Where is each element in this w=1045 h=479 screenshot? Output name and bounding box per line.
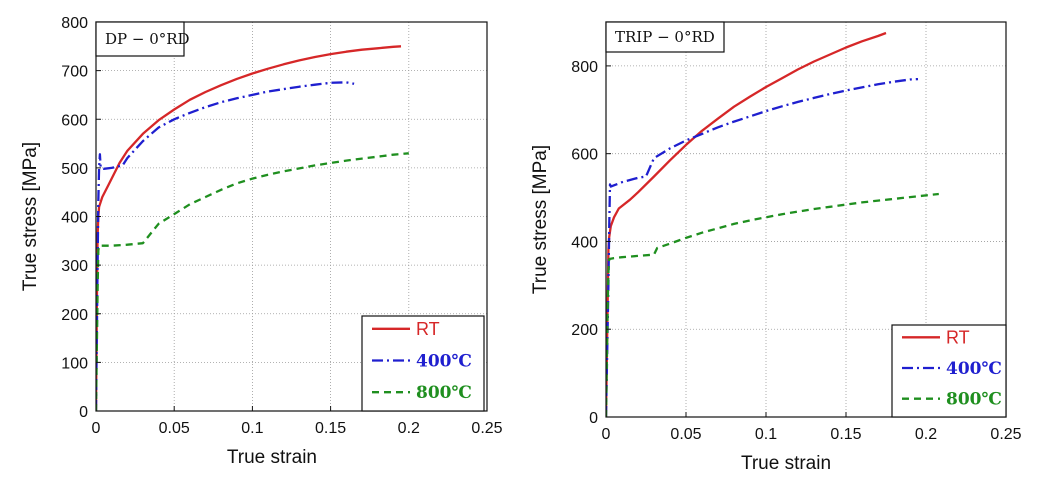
x-tick-label: 0.15 — [830, 426, 861, 443]
y-tick-label: 500 — [61, 161, 88, 178]
series-line-2 — [96, 81, 355, 411]
series-line-1 — [606, 31, 887, 417]
y-tick-label: 0 — [589, 410, 598, 427]
y-axis-label: True stress [MPa] — [530, 145, 551, 294]
y-tick-label: 300 — [61, 258, 88, 275]
legend-label-3: 800℃ — [416, 383, 472, 403]
x-tick-label: 0.05 — [670, 426, 701, 443]
series-line-3 — [96, 152, 409, 411]
x-tick-label: 0.2 — [915, 426, 937, 443]
y-tick-label: 600 — [571, 147, 598, 164]
annotation-label: DP − 0°RD — [105, 30, 190, 48]
x-tick-label: 0 — [92, 420, 101, 437]
y-tick-label: 0 — [79, 404, 88, 421]
x-tick-label: 0.1 — [755, 426, 777, 443]
annotation-box — [95, 21, 185, 57]
x-tick-label: 0.25 — [471, 420, 502, 437]
x-tick-label: 0.1 — [241, 420, 263, 437]
annotation-label: TRIP − 0°RD — [615, 28, 715, 46]
legend-label-3: 800℃ — [946, 390, 1002, 410]
y-tick-label: 600 — [61, 112, 88, 129]
x-tick-label: 0.15 — [315, 420, 346, 437]
chart-panel-2: 0 0.05 0.1 0.15 0.2 0.25 0 200 400 600 800 True str… — [530, 21, 1022, 474]
x-tick-label: 0.25 — [990, 426, 1021, 443]
legend-label-2: 400℃ — [416, 352, 472, 372]
y-tick-label: 700 — [61, 64, 88, 81]
y-tick-label: 100 — [61, 355, 88, 372]
y-tick-label: 200 — [571, 322, 598, 339]
x-axis-label: True strain — [741, 453, 831, 474]
y-tick-label: 400 — [61, 210, 88, 227]
x-axis-label: True strain — [227, 447, 317, 468]
y-axis-label: True stress [MPa] — [20, 142, 41, 291]
y-tick-label: 200 — [61, 307, 88, 324]
y-tick-label: 800 — [61, 15, 88, 32]
series-line-1 — [96, 45, 402, 411]
legend-label-1: RT — [946, 327, 970, 347]
legend-box — [891, 324, 1007, 418]
series-line-3 — [606, 192, 939, 417]
legend-label-1: RT — [416, 319, 440, 339]
chart-panel-1: 0 0.05 0.1 0.15 0.2 0.25 0 100 200 300 400 500 600 70… — [20, 15, 503, 468]
x-tick-label: 0.2 — [398, 420, 420, 437]
series-line-2 — [606, 77, 919, 417]
y-tick-label: 800 — [571, 59, 598, 76]
plot-frame — [605, 21, 1007, 418]
legend-label-2: 400℃ — [946, 359, 1002, 379]
x-tick-label: 0.05 — [159, 420, 190, 437]
legend-box — [361, 315, 485, 412]
y-tick-label: 400 — [571, 234, 598, 251]
x-tick-label: 0 — [602, 426, 611, 443]
annotation-box — [605, 21, 725, 53]
